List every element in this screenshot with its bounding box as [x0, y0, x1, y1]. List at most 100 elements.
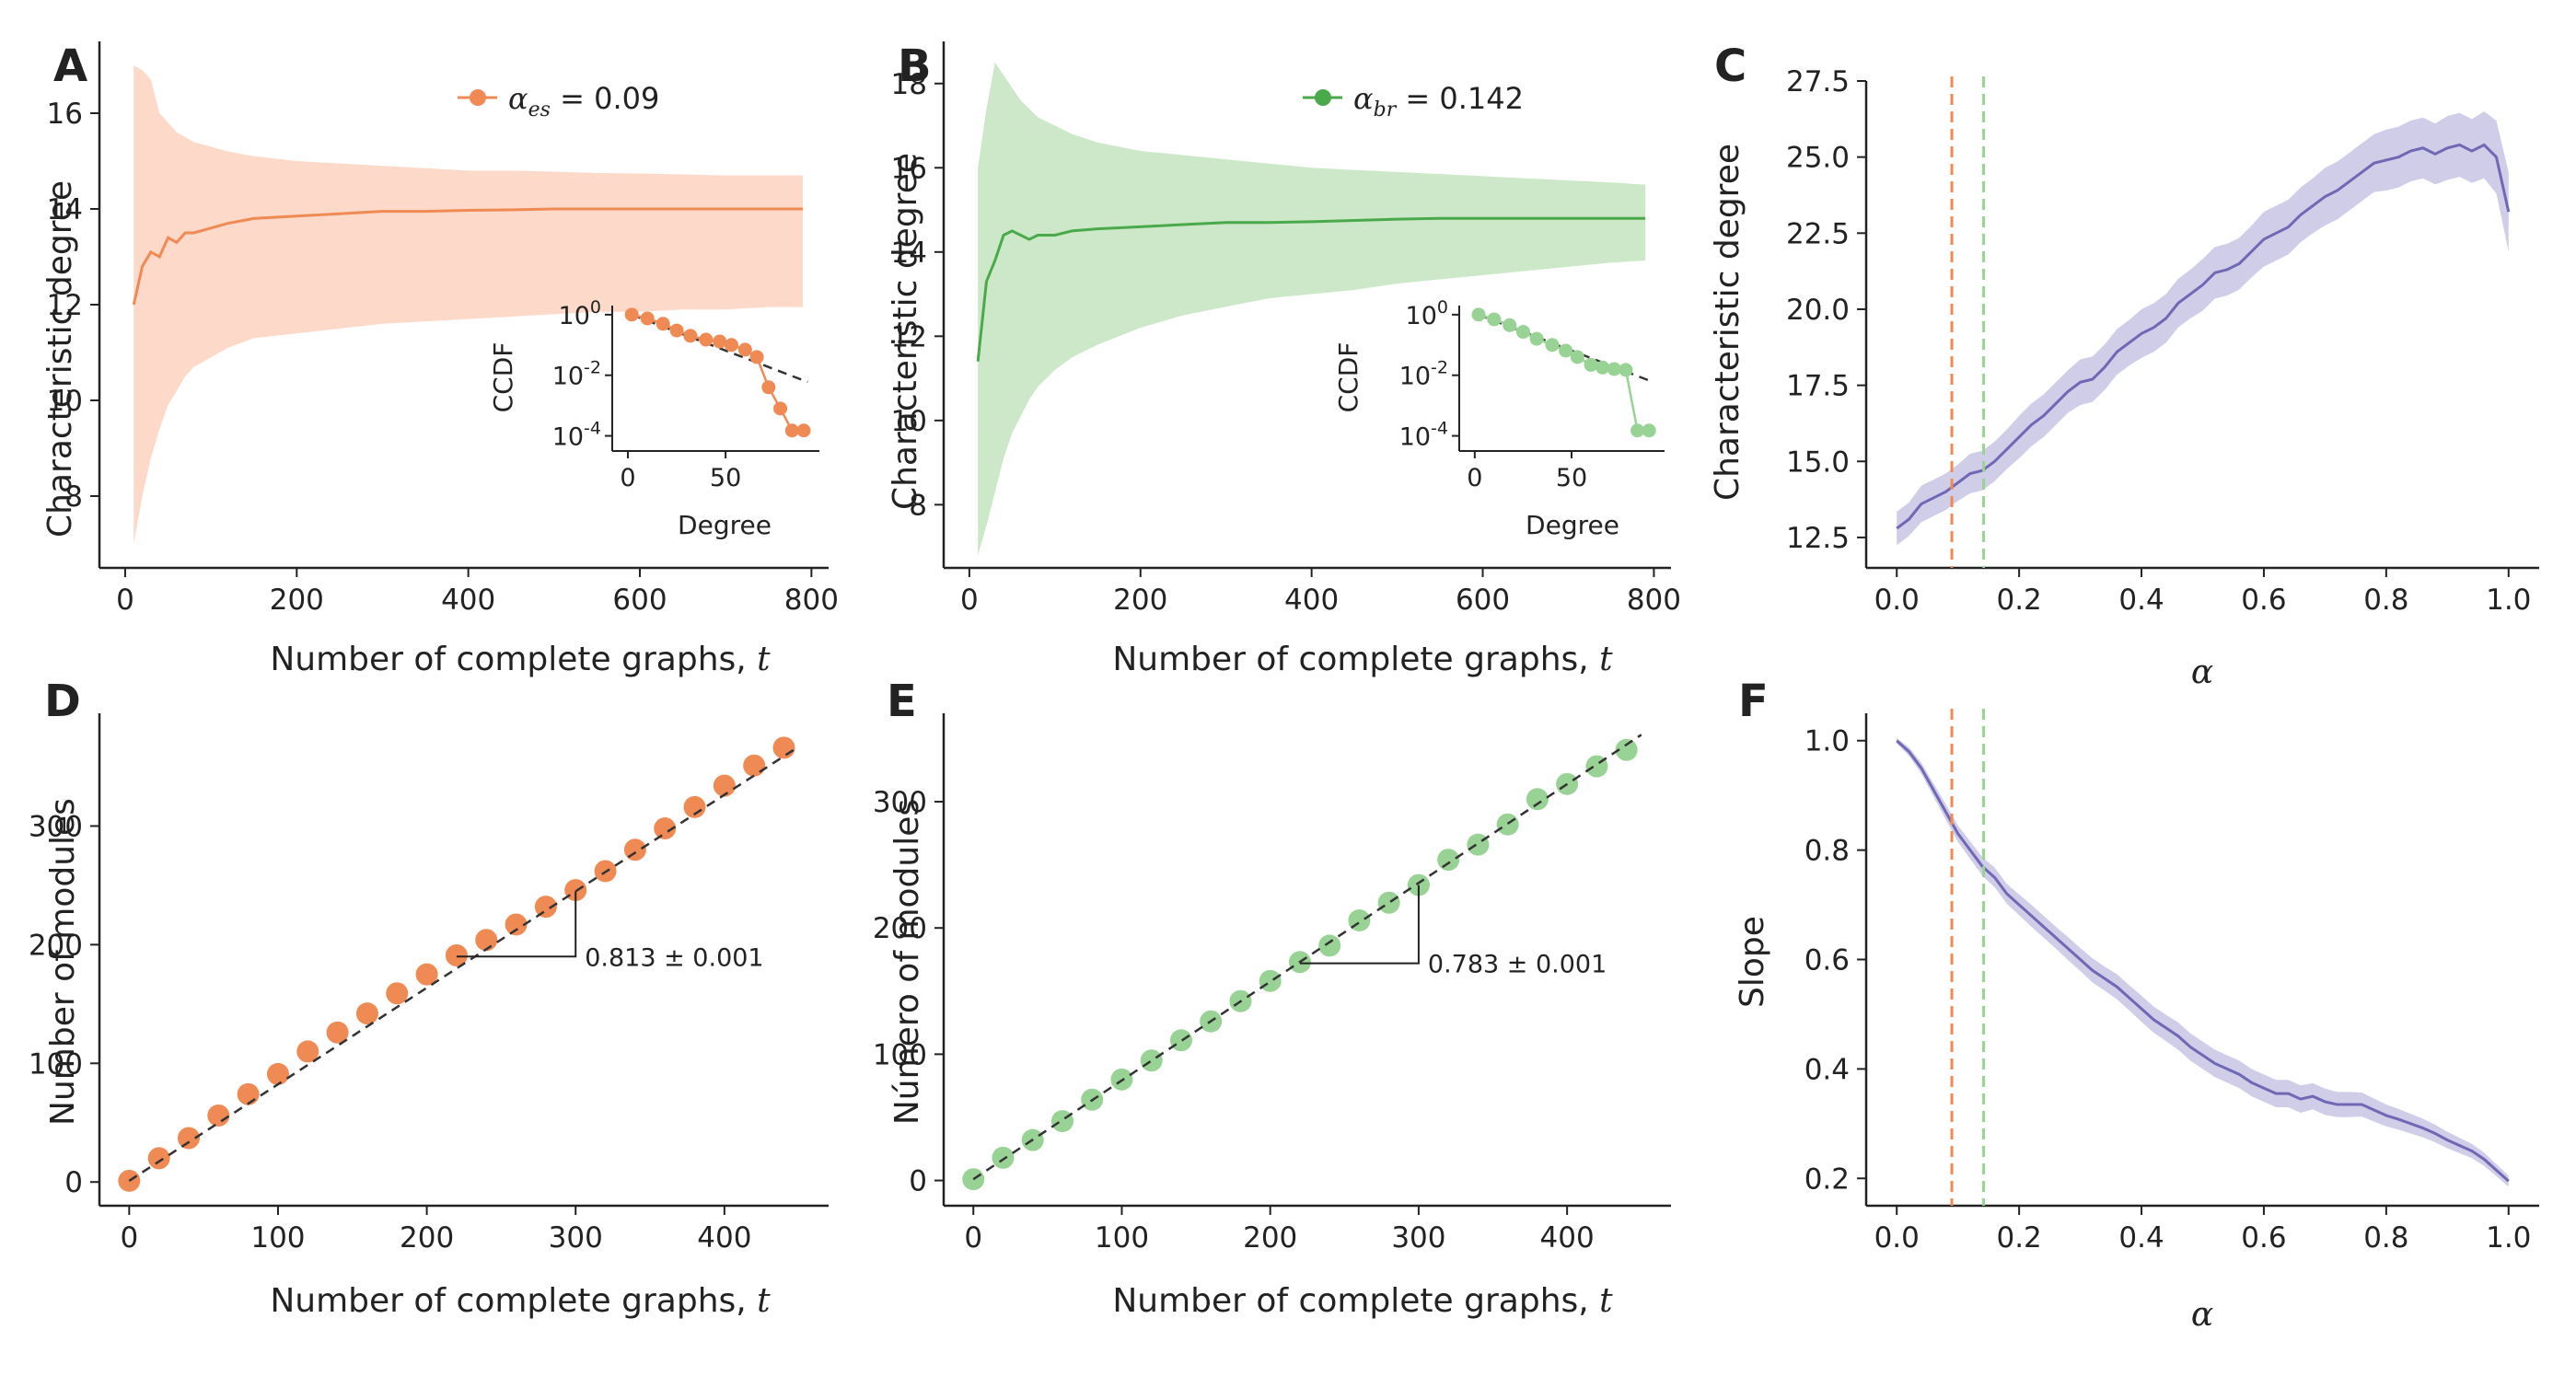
- panel-b: 0 200 400 600 800 8 10 12 14 16 18 Characteristic …: [887, 41, 1681, 678]
- panel-a-xtick-label: 600: [612, 584, 667, 617]
- inset-point: [713, 334, 727, 349]
- panel-b-plot: 0 200 400 600 800 8 10 12 14 16 18: [891, 41, 1681, 617]
- inset-point: [773, 401, 788, 416]
- panel-b-xtick-label: 200: [1113, 584, 1167, 617]
- panel-e-point: [1140, 1049, 1163, 1072]
- inset-point: [737, 342, 752, 357]
- panel-d-point: [713, 774, 736, 797]
- panel-d-slope-label: 0.813 ± 0.001: [585, 943, 763, 972]
- panel-a-xtick-label: 800: [784, 584, 839, 617]
- inset-xtick-label: 0: [1467, 464, 1482, 492]
- inset-ytick-label: 100: [559, 297, 601, 330]
- panel-b-legend-label: αbr = 0.142: [1353, 81, 1524, 121]
- panel-e-ytick-label: 300: [873, 786, 927, 819]
- panel-b-band: [978, 62, 1646, 556]
- panel-a-legend: αes = 0.09: [458, 81, 659, 121]
- panel-f-xtick-label: 0.4: [2118, 1221, 2164, 1255]
- panel-f-band: [1897, 737, 2509, 1187]
- panel-c: 0.0 0.2 0.4 0.6 0.8 1.0 12.5 15.0 17.5 20.0 22.5 25…: [1709, 65, 2539, 691]
- inset-point: [749, 350, 764, 364]
- panel-b-ytick-label: 12: [891, 320, 927, 353]
- inset-xtick-label: 0: [620, 464, 635, 492]
- panel-d-point: [207, 1104, 230, 1127]
- panel-e-point: [1377, 891, 1400, 914]
- panel-d-point: [177, 1127, 200, 1150]
- panel-letter-d: D: [44, 676, 81, 727]
- panel-f-ytick-label: 1.0: [1804, 725, 1850, 758]
- panel-b-legend-symbol: α: [1353, 81, 1374, 116]
- panel-e-xtick-label: 200: [1243, 1221, 1297, 1255]
- panel-d-point: [534, 896, 557, 919]
- panel-a-legend-subscript: es: [528, 98, 551, 121]
- panel-b-ytick-label: 8: [909, 489, 927, 522]
- panel-e-xlabel-text: Number of complete graphs,: [1112, 1282, 1599, 1320]
- panel-b-xtick-label: 0: [960, 584, 979, 617]
- inset-point: [624, 307, 639, 322]
- panel-e-xtick-label: 400: [1540, 1221, 1595, 1255]
- panel-a-inset: 0 50 100 10-2 10-4: [552, 297, 819, 492]
- panel-c-xtick-label: 1.0: [2486, 584, 2531, 617]
- panel-d-point: [296, 1040, 319, 1063]
- inset-point: [1529, 331, 1544, 346]
- inset-xtick-label: 50: [710, 464, 741, 492]
- panel-c-ytick-label: 22.5: [1786, 217, 1850, 250]
- inset-point: [640, 311, 655, 326]
- panel-d-xtick-label: 300: [549, 1221, 603, 1255]
- panel-c-band: [1897, 111, 2509, 546]
- panel-c-ytick-label: 17.5: [1786, 370, 1850, 403]
- panel-a-ytick-label: 8: [64, 480, 83, 514]
- panel-letter-c: C: [1714, 40, 1746, 92]
- panel-letter-b: B: [898, 40, 932, 92]
- inset-point: [699, 332, 714, 347]
- panel-a-xlabel-var: t: [757, 641, 771, 678]
- panel-d: 0 100 200 300 400 0 100 200 300 0.813 ± 0.001 Num…: [29, 713, 829, 1320]
- panel-a-legend-value: = 0.09: [551, 81, 659, 116]
- panel-f-ytick-label: 0.6: [1804, 944, 1850, 977]
- panel-e-point: [1437, 849, 1460, 872]
- panel-b-inset: 0 50 100 10-2 10-4: [1399, 297, 1665, 492]
- panel-e-point: [1496, 813, 1519, 836]
- panel-letter-e: E: [887, 676, 917, 727]
- panel-d-ytick-label: 300: [29, 810, 83, 843]
- panel-b-inset-ylabel: CCDF: [1333, 342, 1363, 413]
- panel-b-xlabel-text: Number of complete graphs,: [1112, 641, 1599, 678]
- panel-f-ytick-label: 0.2: [1804, 1162, 1850, 1196]
- inset-ytick-label: 10-4: [1399, 419, 1448, 452]
- inset-point: [1595, 360, 1610, 375]
- panel-f-xtick-label: 0.0: [1874, 1221, 1920, 1255]
- panel-a-ytick-label: 14: [47, 193, 83, 226]
- inset-point: [1630, 423, 1645, 438]
- panel-a-xtick-label: 0: [116, 584, 134, 617]
- panel-e: 0 100 200 300 400 0 100 200 300 0.783 ± 0.001 Núm…: [873, 713, 1671, 1320]
- panel-b-ylabel: Characteristic degree: [887, 153, 924, 510]
- panel-d-point: [415, 963, 438, 986]
- panel-d-point: [266, 1062, 289, 1085]
- panel-f-series-line: [1896, 739, 2510, 1183]
- panel-b-legend: αbr = 0.142: [1303, 81, 1524, 121]
- panel-d-point: [505, 913, 528, 936]
- panel-a: 0 200 400 600 800 8 10 12 14 16 Characteristic de…: [41, 41, 839, 678]
- panel-d-fit-line: [128, 746, 800, 1182]
- panel-a-xtick-label: 200: [270, 584, 324, 617]
- panel-a-inset-ylabel: CCDF: [488, 342, 518, 413]
- inset-xtick-label: 50: [1556, 464, 1587, 492]
- panel-f-plot: 0.0 0.2 0.4 0.6 0.8 1.0 0.2 0.4 0.6 0.8 1.0: [1804, 709, 2539, 1255]
- inset-point: [1570, 350, 1584, 364]
- panel-a-xtick-label: 400: [441, 584, 495, 617]
- panel-b-ytick-label: 14: [891, 237, 927, 270]
- panel-d-point: [743, 754, 766, 777]
- panel-a-xlabel-text: Number of complete graphs,: [270, 641, 757, 678]
- panel-f-ylabel: Slope: [1734, 916, 1771, 1008]
- panel-d-ytick-label: 200: [29, 929, 83, 962]
- panel-d-point: [326, 1021, 349, 1044]
- inset-point: [683, 329, 698, 343]
- inset-ytick-label: 10-2: [552, 358, 601, 391]
- panel-b-ytick-label: 18: [891, 68, 927, 101]
- panel-d-xtick-label: 100: [250, 1221, 305, 1255]
- inset-point: [1545, 338, 1560, 353]
- inset-point: [669, 323, 684, 338]
- inset-point: [1503, 318, 1517, 332]
- inset-point: [1471, 307, 1486, 322]
- inset-point: [1619, 363, 1633, 377]
- panel-d-xlabel-var: t: [757, 1282, 771, 1320]
